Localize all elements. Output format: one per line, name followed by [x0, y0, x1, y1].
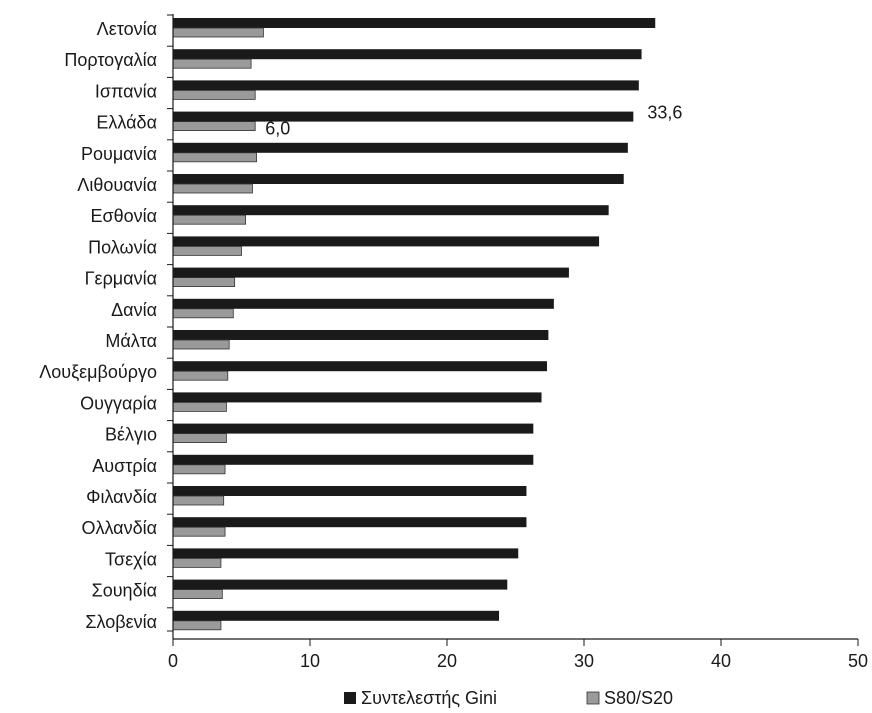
bar-gini-αυστρία [173, 454, 534, 465]
bar-s80s20-μάλτα [172, 339, 230, 350]
x-axis: 0 10 20 30 40 50 [167, 14, 868, 671]
category-label: Ισπανία [95, 81, 157, 101]
bar-gini-τσεχία [173, 548, 519, 559]
bar-s80s20-ελλάδα [172, 121, 256, 131]
category-label: Ρουμανία [81, 144, 157, 164]
bar-s80s20-δανία [172, 308, 234, 319]
bar-s80s20-ρουμανία [172, 152, 257, 163]
data-label: 6,0 [265, 119, 290, 139]
legend-label: Συντελεστής Gini [361, 688, 497, 708]
bar-s80s20-ουγγαρία [172, 401, 227, 412]
legend-swatch [344, 692, 356, 704]
x-tick-label: 0 [168, 651, 178, 671]
bar-s80s20-λουξεμβούργο [172, 370, 229, 381]
category-label: Φιλανδία [86, 487, 157, 507]
bar-gini-λιθουανία [173, 174, 624, 184]
x-tick-label: 30 [574, 651, 594, 671]
category-label: Σουηδία [92, 581, 157, 601]
bar-gini-πορτογαλία [173, 49, 642, 60]
bar-s80s20-ολλανδία [172, 526, 226, 537]
category-label: Λετονία [97, 19, 157, 39]
category-label: Σλοβενία [85, 612, 157, 632]
category-label: Πορτογαλία [64, 50, 157, 70]
bar-gini-φιλανδία [173, 486, 527, 496]
bar-gini-ρουμανία [173, 142, 628, 153]
bar-gini-δανία [173, 298, 554, 309]
category-label: Πολωνία [88, 237, 157, 257]
x-tick-label: 40 [711, 651, 731, 671]
bar-s80s20-αυστρία [172, 464, 226, 475]
data-label: 33,6 [647, 103, 682, 123]
bar-gini-σλοβενία [173, 610, 500, 621]
bar-gini-ουγγαρία [173, 392, 542, 403]
category-labels: Λετονία Πορτογαλία Ισπανία Ελλάδα Ρουμανία Λι… [39, 19, 157, 632]
bar-gini-μάλτα [173, 330, 549, 340]
bar-s80s20-φιλανδία [172, 495, 225, 506]
legend-swatch [586, 691, 600, 705]
bar-s80s20-ισπανία [172, 90, 256, 100]
category-label: Ουγγαρία [80, 393, 157, 413]
bar-s80s20-πολωνία [172, 245, 242, 256]
x-tick-label: 10 [300, 651, 320, 671]
bar-s80s20-σλοβενία [172, 620, 222, 631]
legend-label: S80/S20 [604, 688, 673, 708]
bar-gini-ολλανδία [173, 517, 527, 528]
bar-gini-γερμανία [173, 267, 569, 278]
category-label: Εσθονία [90, 206, 157, 226]
bar-gini-εσθονία [173, 205, 609, 216]
annotations: 33,6 6,0 [265, 103, 682, 139]
category-label: Μάλτα [105, 331, 157, 351]
bars-layer [172, 18, 656, 631]
bar-gini-βέλγιο [173, 423, 534, 434]
category-label: Γερμανία [85, 269, 157, 289]
bar-s80s20-βέλγιο [172, 433, 227, 444]
legend: Συντελεστής Gini S80/S20 [344, 688, 673, 708]
bar-s80s20-γερμανία [172, 277, 236, 288]
category-label: Βέλγιο [105, 425, 157, 445]
category-label: Τσεχία [105, 549, 157, 569]
bar-gini-λουξεμβούργο [173, 361, 548, 372]
category-label: Αυστρία [92, 456, 157, 476]
bar-s80s20-λετονία [172, 27, 264, 38]
bar-s80s20-τσεχία [172, 558, 222, 568]
bar-s80s20-λιθουανία [172, 183, 253, 194]
category-label: Ολλανδία [81, 518, 157, 538]
x-tick-label: 50 [848, 651, 868, 671]
bar-gini-πολωνία [173, 236, 600, 247]
category-label: Δανία [111, 300, 157, 320]
bar-gini-σουηδία [173, 579, 508, 590]
category-label: Λουξεμβούργο [39, 362, 157, 382]
bar-s80s20-σουηδία [172, 589, 223, 599]
category-label: Ελλάδα [96, 113, 157, 133]
bar-gini-λετονία [173, 18, 656, 28]
category-label: Λιθουανία [77, 175, 157, 195]
bar-gini-ισπανία [173, 80, 639, 91]
bar-gini-ελλάδα [173, 111, 634, 122]
bar-s80s20-πορτογαλία [172, 58, 252, 69]
bar-s80s20-εσθονία [172, 214, 247, 225]
x-tick-label: 20 [437, 651, 457, 671]
